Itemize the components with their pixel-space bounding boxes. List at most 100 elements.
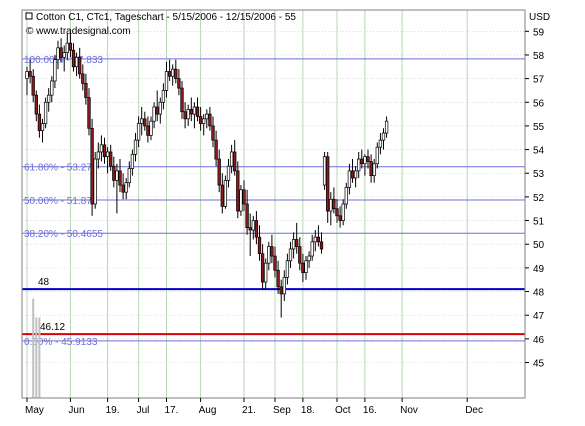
candle <box>291 232 296 259</box>
candle-body <box>307 255 311 262</box>
x-tick-label: Sep <box>273 405 291 416</box>
candle-body <box>223 179 228 207</box>
candle-body <box>310 241 314 257</box>
candle <box>130 149 135 176</box>
candle-body <box>127 168 131 184</box>
candle <box>189 97 193 122</box>
candle <box>350 159 355 183</box>
candle <box>242 180 246 212</box>
candle <box>149 116 153 141</box>
candle-body <box>84 82 88 98</box>
candles <box>25 31 389 318</box>
candle-body <box>316 236 321 243</box>
candle <box>124 177 128 200</box>
candle-body <box>90 127 94 205</box>
candle-body <box>74 56 79 68</box>
candle <box>214 130 218 167</box>
candle-body <box>276 269 280 288</box>
candle-body <box>87 97 91 129</box>
candle-body <box>298 246 302 264</box>
candle-body <box>152 106 156 122</box>
candle <box>301 253 305 283</box>
candle-body <box>47 94 51 103</box>
y-tick-label: 49 <box>533 264 545 275</box>
volume-bar <box>38 317 41 398</box>
candle-body <box>260 253 265 283</box>
candle-body <box>105 151 110 158</box>
volume-bar <box>35 317 38 398</box>
candle-body <box>220 184 224 207</box>
candle <box>146 116 150 143</box>
candle <box>211 116 215 148</box>
candle <box>220 173 224 214</box>
candle-body <box>133 139 138 155</box>
candle <box>304 256 308 280</box>
candle <box>202 114 206 136</box>
candle <box>78 47 82 79</box>
fib-level-label: 50.00% - 51.871 <box>24 196 98 207</box>
candle <box>167 59 172 81</box>
candle-body <box>124 182 128 193</box>
price-level-label: 46.12 <box>40 322 65 333</box>
candle <box>96 142 100 169</box>
y-tick-label: 57 <box>533 75 545 86</box>
candle <box>177 69 181 96</box>
candle <box>143 111 147 131</box>
candle-body <box>202 118 206 124</box>
candle-body <box>31 75 35 96</box>
candle-body <box>81 73 85 84</box>
x-tick-label: May <box>25 405 44 416</box>
candle-body <box>254 220 259 238</box>
candle-body <box>329 198 333 212</box>
candle-body <box>264 262 268 283</box>
fib-level-label: 38.20% - 50.4655 <box>24 229 103 240</box>
y-tick-label: 52 <box>533 193 545 204</box>
y-tick-label: 45 <box>533 359 545 370</box>
x-tick-label: 21. <box>242 405 256 416</box>
candle-body <box>291 239 296 250</box>
candle <box>335 199 339 223</box>
candle <box>121 173 125 200</box>
x-tick-label: 16. <box>363 405 377 416</box>
candle <box>310 234 314 261</box>
x-tick-label: 19. <box>106 405 120 416</box>
series-marker-icon <box>25 12 33 20</box>
x-tick-label: Oct <box>335 405 351 416</box>
candle <box>245 189 249 235</box>
fibonacci-retracement: 100.00% - 57.833 61.80% - 53.277 50.00% - … <box>22 55 525 348</box>
y-tick-label: 59 <box>533 27 545 38</box>
candle-body <box>158 101 162 115</box>
candle-body <box>295 239 299 247</box>
candle <box>140 107 144 136</box>
candle <box>236 161 240 219</box>
candle <box>254 211 259 245</box>
candle-body <box>174 68 178 79</box>
fib-level-label: 0.00% - 45.9133 <box>24 337 98 348</box>
candle <box>127 161 131 188</box>
candle <box>74 52 79 77</box>
candle-body <box>25 71 29 79</box>
candle-body <box>347 170 352 188</box>
volume-bar <box>32 298 35 398</box>
candle <box>133 133 138 162</box>
candle <box>158 97 162 124</box>
x-tick-label: Dec <box>465 405 483 416</box>
candle-body <box>198 116 203 124</box>
candle-body <box>71 49 76 68</box>
candle <box>37 104 42 138</box>
candle <box>109 144 113 171</box>
candle <box>329 192 333 226</box>
candle-body <box>226 165 231 181</box>
candle <box>105 147 110 174</box>
candle-body <box>192 106 197 115</box>
candle-body <box>171 68 175 77</box>
candle-body <box>205 113 209 120</box>
y-tick-label: 53 <box>533 169 545 180</box>
price-levels: 48 46.12 <box>22 277 525 336</box>
x-tick-label: 17. <box>165 405 179 416</box>
candle-body <box>140 118 144 124</box>
y-tick-label: 56 <box>533 98 545 109</box>
candle-body <box>378 139 383 148</box>
candle <box>279 279 283 318</box>
candle-body <box>155 106 159 115</box>
